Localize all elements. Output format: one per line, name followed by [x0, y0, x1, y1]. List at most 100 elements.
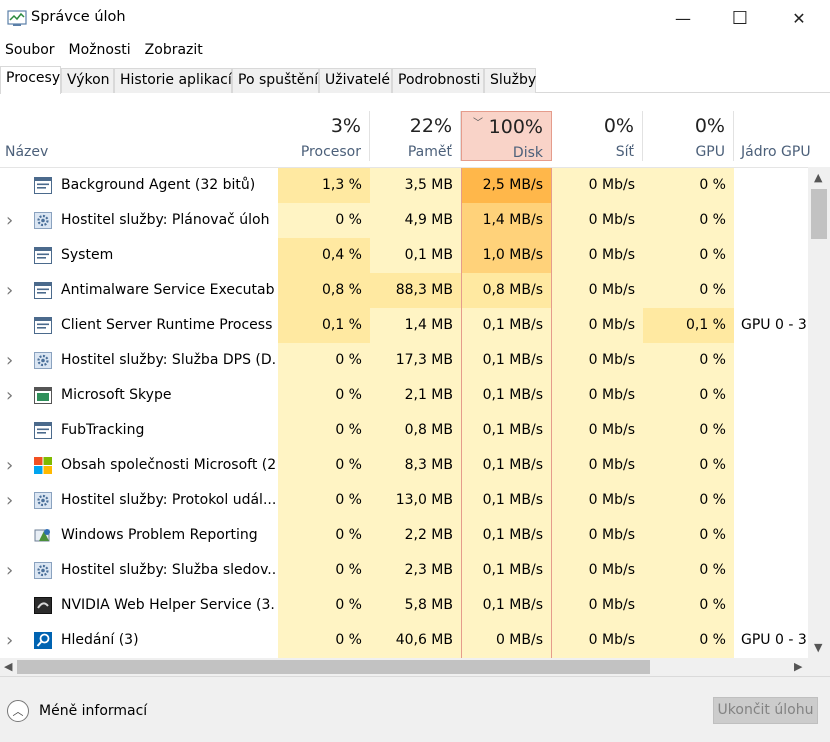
column-header-gpu[interactable]: 0% GPU: [643, 111, 734, 161]
cell-disk: 0,1 MB/s: [461, 413, 552, 448]
maximize-button[interactable]: ☐: [711, 0, 769, 36]
cell-mem: 1,4 MB: [370, 308, 461, 343]
expand-chevron-icon[interactable]: ›: [6, 385, 14, 406]
memory-total: 22%: [409, 115, 452, 137]
process-row[interactable]: › Hostitel služby: Služba DPS (D... 0 % 17,…: [0, 343, 808, 378]
cell-gpu-engine: [741, 273, 808, 308]
cell-cpu: 0 %: [278, 448, 370, 483]
window-app-icon: [34, 317, 52, 334]
cell-gpu: 0 %: [643, 588, 734, 623]
cell-net: 0 Mb/s: [552, 588, 643, 623]
tab-services[interactable]: Služby: [484, 68, 536, 93]
cell-cpu: 0 %: [278, 553, 370, 588]
microsoft-logo-icon: [34, 457, 52, 474]
process-row[interactable]: › Hledání (3) 0 % 40,6 MB 0 MB/s 0 Mb/s 0 % GPU…: [0, 623, 808, 658]
process-row[interactable]: › Hostitel služby: Služba sledov... 0 % 2,3…: [0, 553, 808, 588]
column-header-memory[interactable]: 22% Paměť: [370, 111, 461, 161]
cell-cpu: 0,8 %: [278, 273, 370, 308]
cell-mem: 4,9 MB: [370, 203, 461, 238]
scroll-up-icon[interactable]: ▲: [814, 171, 823, 184]
tab-startup[interactable]: Po spuštění: [232, 68, 319, 93]
fewer-details-button[interactable]: ︿ Méně informací: [7, 699, 147, 723]
expand-chevron-icon[interactable]: ›: [6, 455, 14, 476]
column-header-cpu[interactable]: 3% Procesor: [278, 111, 370, 161]
cell-net: 0 Mb/s: [552, 203, 643, 238]
process-row[interactable]: NVIDIA Web Helper Service (3... 0 % 5,8 MB…: [0, 588, 808, 623]
column-header-network[interactable]: 0% Síť: [552, 111, 643, 161]
process-row[interactable]: Background Agent (32 bitů) 1,3 % 3,5 MB 2,5…: [0, 168, 808, 203]
header-divider: [0, 167, 808, 168]
cell-net: 0 Mb/s: [552, 238, 643, 273]
cell-gpu-engine: [741, 203, 808, 238]
network-total: 0%: [603, 115, 634, 137]
minimize-button[interactable]: —: [654, 0, 712, 36]
column-header-gpu-engine[interactable]: Jádro GPU: [741, 144, 811, 160]
cell-gpu-engine: [741, 238, 808, 273]
process-row[interactable]: › Obsah společnosti Microsoft (2) 0 % 8,3 M…: [0, 448, 808, 483]
cell-gpu: 0 %: [643, 168, 734, 203]
cell-mem: 3,5 MB: [370, 168, 461, 203]
horizontal-scroll-thumb[interactable]: [17, 660, 650, 674]
cpu-label: Procesor: [300, 144, 361, 160]
cell-net: 0 Mb/s: [552, 483, 643, 518]
minimize-icon: —: [675, 8, 691, 28]
process-name: Windows Problem Reporting: [61, 527, 258, 543]
cell-mem: 13,0 MB: [370, 483, 461, 518]
tab-users[interactable]: Uživatelé: [319, 68, 392, 93]
cell-disk: 0,1 MB/s: [461, 483, 552, 518]
process-name: Hostitel služby: Služba sledov...: [61, 562, 276, 578]
menu-view[interactable]: Zobrazit: [144, 42, 203, 58]
cell-mem: 2,2 MB: [370, 518, 461, 553]
process-name: Hostitel služby: Protokol udál...: [61, 492, 276, 508]
column-header-name[interactable]: Název: [5, 144, 49, 160]
cell-disk: 2,5 MB/s: [461, 168, 552, 203]
tab-performance[interactable]: Výkon: [61, 68, 114, 93]
column-header-disk[interactable]: ﹀ 100% Disk: [461, 111, 552, 161]
cell-gpu: 0 %: [643, 273, 734, 308]
process-grid: Název 3% Procesor 22% Paměť ﹀ 100% Disk …: [0, 93, 830, 658]
tab-processes[interactable]: Procesy: [0, 66, 61, 94]
tab-details[interactable]: Podrobnosti: [392, 68, 484, 93]
menu-file[interactable]: Soubor: [5, 42, 55, 58]
gear-icon: [34, 212, 52, 229]
scroll-right-icon[interactable]: ▶: [794, 660, 803, 673]
search-icon: [34, 632, 52, 649]
cell-cpu: 0 %: [278, 483, 370, 518]
process-row[interactable]: Windows Problem Reporting 0 % 2,2 MB 0,1 MB…: [0, 518, 808, 553]
scroll-down-icon[interactable]: ▼: [814, 641, 823, 654]
close-button[interactable]: ✕: [770, 0, 828, 36]
cell-cpu: 0 %: [278, 518, 370, 553]
maximize-icon: ☐: [731, 7, 749, 29]
cell-net: 0 Mb/s: [552, 553, 643, 588]
process-row[interactable]: Client Server Runtime Process 0,1 % 1,4 MB…: [0, 308, 808, 343]
vertical-scrollbar[interactable]: ▲ ▼: [808, 167, 830, 658]
process-row[interactable]: › Hostitel služby: Plánovač úloh 0 % 4,9 MB…: [0, 203, 808, 238]
cell-cpu: 0 %: [278, 378, 370, 413]
process-row[interactable]: System 0,4 % 0,1 MB 1,0 MB/s 0 Mb/s 0 %: [0, 238, 808, 273]
expand-chevron-icon[interactable]: ›: [6, 630, 14, 651]
vertical-scroll-thumb[interactable]: [811, 189, 827, 239]
process-row[interactable]: › Microsoft Skype 0 % 2,1 MB 0,1 MB/s 0 Mb/s 0…: [0, 378, 808, 413]
end-task-button[interactable]: Ukončit úlohu: [713, 697, 818, 724]
process-name: Hostitel služby: Plánovač úloh: [61, 212, 270, 228]
tab-app-history[interactable]: Historie aplikací: [114, 68, 232, 93]
expand-chevron-icon[interactable]: ›: [6, 280, 14, 301]
process-row[interactable]: FubTracking 0 % 0,8 MB 0,1 MB/s 0 Mb/s 0 %: [0, 413, 808, 448]
expand-chevron-icon[interactable]: ›: [6, 350, 14, 371]
process-row[interactable]: › Antimalware Service Executab... 0,8 % 88,…: [0, 273, 808, 308]
expand-chevron-icon[interactable]: ›: [6, 210, 14, 231]
scroll-left-icon[interactable]: ◀: [4, 660, 13, 673]
cell-gpu: 0 %: [643, 553, 734, 588]
cell-net: 0 Mb/s: [552, 518, 643, 553]
menu-options[interactable]: Možnosti: [68, 42, 131, 58]
expand-chevron-icon[interactable]: ›: [6, 490, 14, 511]
process-name: Antimalware Service Executab...: [61, 282, 276, 298]
expand-chevron-icon[interactable]: ›: [6, 560, 14, 581]
horizontal-scrollbar[interactable]: ◀ ▶: [0, 658, 808, 676]
process-name: NVIDIA Web Helper Service (3...: [61, 597, 276, 613]
gpu-total: 0%: [694, 115, 725, 137]
cell-gpu: 0 %: [643, 448, 734, 483]
process-name: Microsoft Skype: [61, 387, 172, 403]
process-row[interactable]: › Hostitel služby: Protokol udál... 0 % 13,…: [0, 483, 808, 518]
cell-gpu-engine: [741, 518, 808, 553]
